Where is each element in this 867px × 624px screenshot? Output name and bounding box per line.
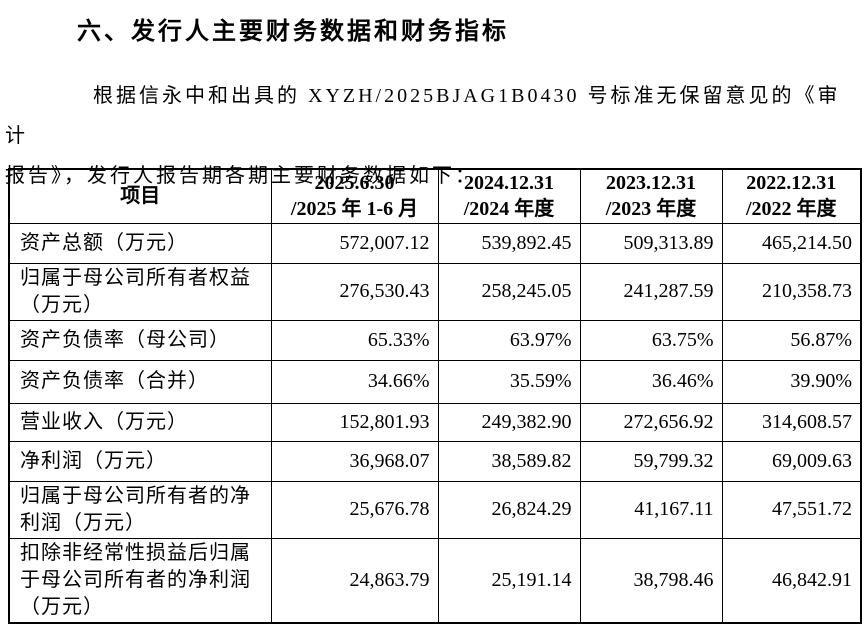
column-header-2023: 2023.12.31 /2023 年度 — [579, 168, 723, 224]
cell-value: 276,530.43 — [270, 262, 439, 321]
row-label: 净利润（万元） — [8, 440, 272, 482]
cell-value: 314,608.57 — [721, 402, 862, 442]
table-row: 扣除非经常性损益后归属 于母公司所有者的净利润 （万元） 24,863.79 2… — [8, 537, 862, 623]
cell-value: 39.90% — [721, 359, 862, 404]
table-row: 净利润（万元） 36,968.07 38,589.82 59,799.32 69… — [8, 440, 862, 482]
header-row: 项目 2025.6.30 /2025 年 1-6 月 2024.12.31 /2… — [8, 168, 862, 224]
table-row: 资产总额（万元） 572,007.12 539,892.45 509,313.8… — [8, 222, 862, 264]
cell-value: 65.33% — [270, 319, 439, 361]
cell-value: 34.66% — [270, 359, 439, 404]
table-body: 资产总额（万元） 572,007.12 539,892.45 509,313.8… — [8, 222, 862, 623]
table-row: 归属于母公司所有者权益 （万元） 276,530.43 258,245.05 2… — [8, 262, 862, 321]
row-label: 资产负债率（母公司） — [8, 319, 272, 361]
cell-value: 63.75% — [579, 319, 723, 361]
cell-value: 152,801.93 — [270, 402, 439, 442]
cell-value: 465,214.50 — [721, 222, 862, 264]
cell-value: 24,863.79 — [270, 537, 439, 623]
column-header-2024: 2024.12.31 /2024 年度 — [437, 168, 581, 224]
cell-value: 210,358.73 — [721, 262, 862, 321]
cell-value: 26,824.29 — [437, 480, 581, 539]
row-label: 资产总额（万元） — [8, 222, 272, 264]
row-label: 资产负债率（合并） — [8, 359, 272, 404]
table-row: 归属于母公司所有者的净 利润（万元） 25,676.78 26,824.29 4… — [8, 480, 862, 539]
column-header-2025: 2025.6.30 /2025 年 1-6 月 — [270, 168, 439, 224]
cell-value: 258,245.05 — [437, 262, 581, 321]
table-header: 项目 2025.6.30 /2025 年 1-6 月 2024.12.31 /2… — [8, 168, 862, 224]
cell-value: 38,589.82 — [437, 440, 581, 482]
section-heading: 六、发行人主要财务数据和财务指标 — [77, 17, 509, 45]
cell-value: 272,656.92 — [579, 402, 723, 442]
row-label: 扣除非经常性损益后归属 于母公司所有者的净利润 （万元） — [8, 537, 272, 623]
cell-value: 41,167.11 — [579, 480, 723, 539]
table-row: 资产负债率（合并） 34.66% 35.59% 36.46% 39.90% — [8, 359, 862, 404]
table-row: 资产负债率（母公司） 65.33% 63.97% 63.75% 56.87% — [8, 319, 862, 361]
cell-value: 241,287.59 — [579, 262, 723, 321]
cell-value: 539,892.45 — [437, 222, 581, 264]
table-row: 营业收入（万元） 152,801.93 249,382.90 272,656.9… — [8, 402, 862, 442]
cell-value: 69,009.63 — [721, 440, 862, 482]
cell-value: 46,842.91 — [721, 537, 862, 623]
column-header-2022: 2022.12.31 /2022 年度 — [721, 168, 862, 224]
cell-value: 47,551.72 — [721, 480, 862, 539]
cell-value: 509,313.89 — [579, 222, 723, 264]
cell-value: 35.59% — [437, 359, 581, 404]
cell-value: 25,676.78 — [270, 480, 439, 539]
column-header-item: 项目 — [8, 168, 272, 224]
cell-value: 56.87% — [721, 319, 862, 361]
cell-value: 38,798.46 — [579, 537, 723, 623]
cell-value: 36.46% — [579, 359, 723, 404]
cell-value: 25,191.14 — [437, 537, 581, 623]
cell-value: 36,968.07 — [270, 440, 439, 482]
cell-value: 59,799.32 — [579, 440, 723, 482]
financial-data-table: 项目 2025.6.30 /2025 年 1-6 月 2024.12.31 /2… — [8, 168, 862, 624]
row-label: 归属于母公司所有者的净 利润（万元） — [8, 480, 272, 539]
row-label: 营业收入（万元） — [8, 402, 272, 442]
cell-value: 572,007.12 — [270, 222, 439, 264]
row-label: 归属于母公司所有者权益 （万元） — [8, 262, 272, 321]
cell-value: 249,382.90 — [437, 402, 581, 442]
cell-value: 63.97% — [437, 319, 581, 361]
